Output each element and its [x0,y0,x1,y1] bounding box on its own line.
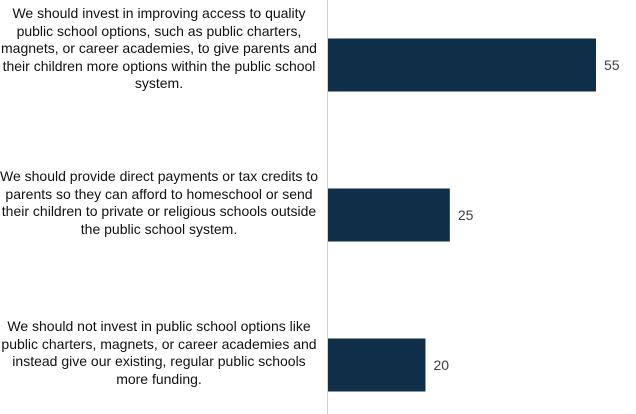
data-label-1: 55 [604,57,620,73]
category-label-2: We should provide direct payments or tax… [0,168,319,237]
category-label-1: We should invest in improving access to … [1,5,317,91]
data-label-2: 25 [458,207,474,223]
bar-1 [328,38,596,92]
bar-2 [328,188,450,242]
data-label-3: 20 [433,357,449,373]
category-label-3: We should not invest in public school op… [1,318,317,387]
bar-3 [328,338,426,392]
